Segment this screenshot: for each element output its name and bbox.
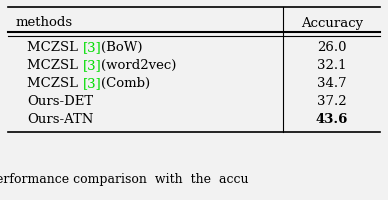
Text: (Comb): (Comb) <box>101 77 150 90</box>
Text: [3]: [3] <box>82 77 101 90</box>
Text: (BoW): (BoW) <box>101 41 143 54</box>
Text: 43.6: 43.6 <box>315 113 348 126</box>
Text: Ours-ATN: Ours-ATN <box>27 113 94 126</box>
Text: Accuracy: Accuracy <box>301 17 363 29</box>
Text: MCZSL: MCZSL <box>27 77 82 90</box>
Text: Ours-DET: Ours-DET <box>27 95 93 108</box>
Text: [3]: [3] <box>82 59 101 72</box>
Text: 26.0: 26.0 <box>317 41 346 54</box>
Text: 34.7: 34.7 <box>317 77 346 90</box>
Text: MCZSL: MCZSL <box>27 59 82 72</box>
Text: erformance comparison  with  the  accu: erformance comparison with the accu <box>0 173 249 186</box>
Text: methods: methods <box>16 17 73 29</box>
Text: 37.2: 37.2 <box>317 95 346 108</box>
Text: (word2vec): (word2vec) <box>101 59 177 72</box>
Text: 32.1: 32.1 <box>317 59 346 72</box>
Text: [3]: [3] <box>82 41 101 54</box>
Text: MCZSL: MCZSL <box>27 41 82 54</box>
